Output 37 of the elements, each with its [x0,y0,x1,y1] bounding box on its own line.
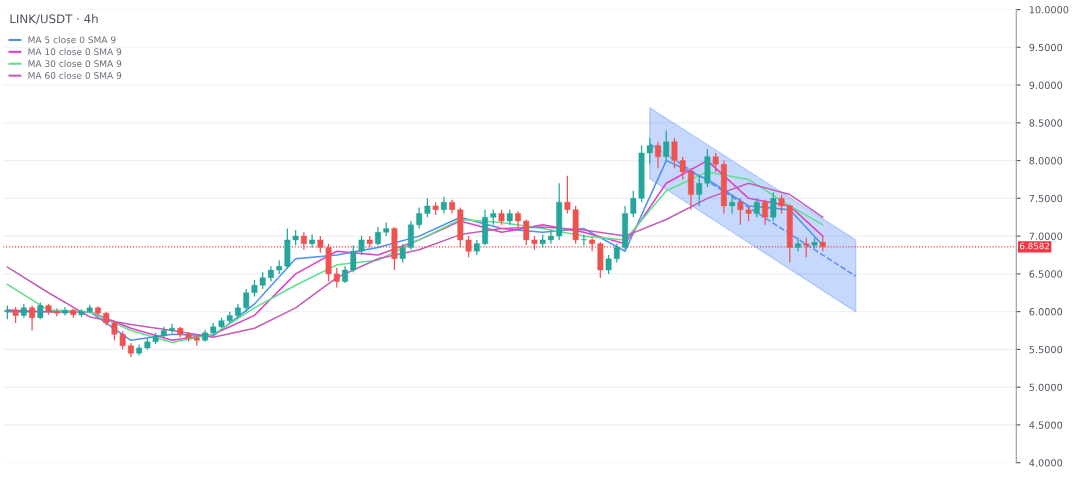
candlestick [753,197,760,218]
candlestick [29,304,35,332]
legend-label: MA 5 close 0 SMA 9 [28,36,116,44]
legend-label: MA 60 close 0 SMA 9 [28,71,122,79]
candlestick [663,129,670,162]
candlestick [803,237,810,258]
candlestick [770,191,777,222]
legend-label: MA 30 close 0 SMA 9 [28,60,122,68]
y-tick-label: 7.0000 [1029,232,1063,240]
candlestick [408,220,414,251]
candlestick [795,237,801,252]
candlestick [655,141,661,169]
candlestick [169,323,176,334]
candlestick [712,152,719,173]
candlestick [399,243,406,264]
candlestick [548,229,554,245]
candlestick [589,237,596,252]
candlestick [580,233,587,246]
legend-label: MA 10 close 0 SMA 9 [28,48,122,56]
y-tick-label: 4.5000 [1029,421,1063,429]
candlestick [688,167,694,211]
y-tick-label: 4.0000 [1029,459,1063,467]
y-tick-label: 5.5000 [1029,345,1063,354]
candlestick [729,193,736,215]
candlestick [762,199,769,226]
candlestick [375,226,381,246]
y-tick-label: 5.0000 [1029,383,1063,391]
y-tick-label: 7.5000 [1029,194,1063,203]
y-tick-label: 8.5000 [1029,119,1063,127]
y-tick-label: 6.5000 [1029,270,1063,278]
y-tick-label: 10.0000 [1029,6,1069,14]
y-tick-label: 8.0000 [1029,157,1063,165]
y-tick-label: 9.0000 [1029,81,1063,89]
ref-line-label: 6.8582 [1019,242,1050,250]
chart-title: LINK/USDT · 4h [10,14,98,25]
y-tick-label: 9.5000 [1029,43,1063,52]
y-tick-label: 6.0000 [1029,308,1063,316]
